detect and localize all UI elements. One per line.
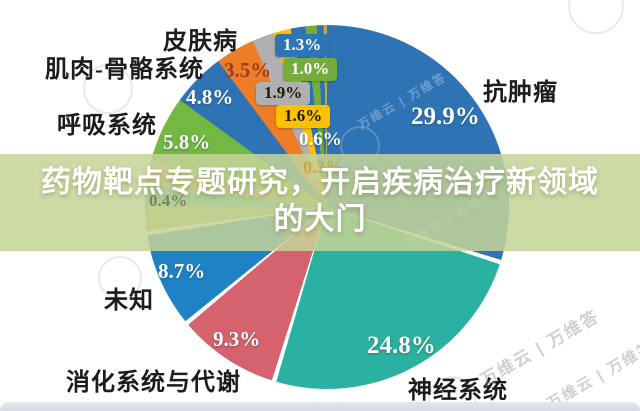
- category-label-respiratory: 呼吸系统: [57, 113, 157, 139]
- page-title-line2: 的大门: [273, 203, 367, 236]
- callout-tag-1-0: 1.0%: [283, 58, 338, 81]
- page-title: 药物靶点专题研究，开启疾病治疗新领域 的大门: [0, 154, 640, 251]
- percent-label-3-5: 3.5%: [224, 58, 272, 82]
- percent-label-0-6: 0.6%: [299, 129, 342, 150]
- percent-label-9-3: 9.3%: [213, 327, 261, 351]
- category-label-unknown: 未知: [104, 288, 154, 314]
- percent-label-29-9: 29.9%: [411, 103, 480, 130]
- percent-label-0-3: 0.3%: [303, 157, 344, 177]
- percent-label-8-7: 8.7%: [158, 259, 206, 283]
- hidden-percent-label: 0.4%: [149, 191, 188, 210]
- watermark-ring: [428, 376, 476, 411]
- category-label-digestive: 消化系统与代谢: [66, 370, 241, 396]
- callout-tag-1-9: 1.9%: [256, 82, 311, 105]
- watermark-ring: [568, 0, 624, 34]
- page-title-line1: 药物靶点专题研究，开启疾病治疗新领域: [41, 166, 599, 199]
- category-label-nervous: 神经系统: [408, 378, 508, 404]
- category-label-musculoskeletal: 肌肉-骨骼系统: [45, 57, 204, 83]
- title-overlay-band: [0, 154, 640, 251]
- category-label-skin: 皮肤病: [163, 29, 238, 55]
- callout-tag-1-3: 1.3%: [275, 34, 330, 57]
- percent-label-4-8: 4.8%: [186, 85, 234, 109]
- bottom-card-edge: [0, 402, 640, 411]
- callout-tag-1-6: 1.6%: [276, 105, 331, 128]
- percent-label-24-8: 24.8%: [367, 332, 436, 359]
- watermark-ring: [83, 64, 133, 114]
- category-label-antitumor: 抗肿瘤: [483, 80, 558, 106]
- percent-label-5-8: 5.8%: [163, 130, 211, 154]
- watermark-ring: [98, 256, 142, 300]
